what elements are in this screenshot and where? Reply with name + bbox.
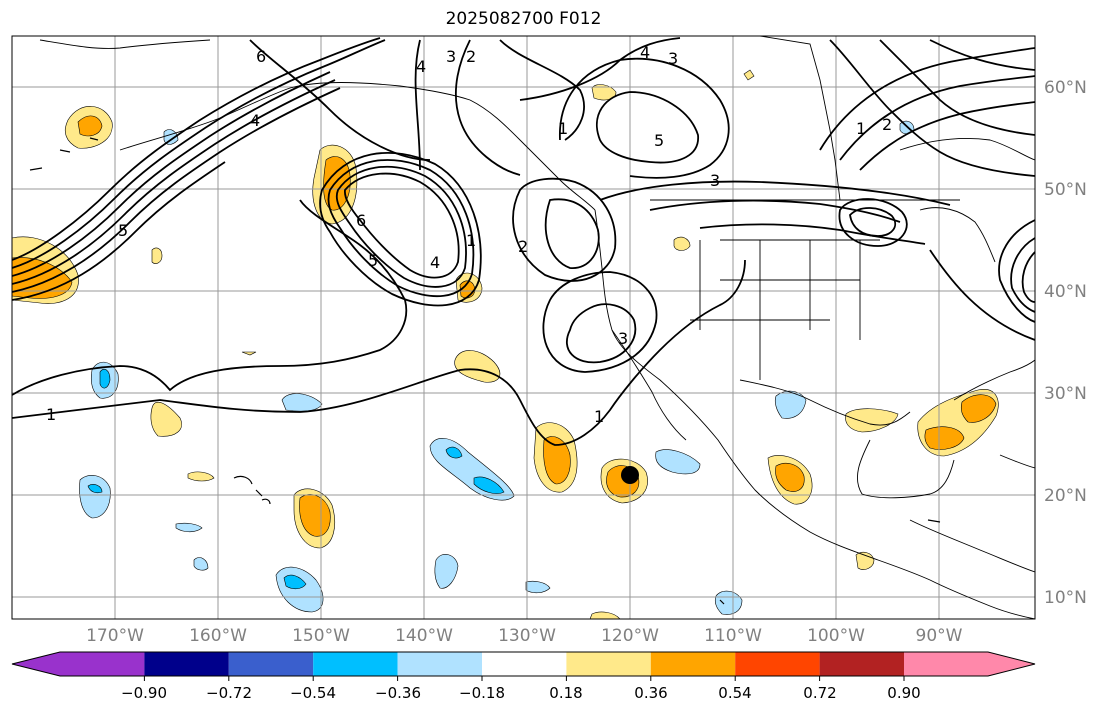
colorbar-extend-low [12,652,60,676]
colorbar-bin [904,652,989,676]
lon-label: 90°W [915,626,963,646]
negative-anomaly-areas [79,120,915,615]
lon-label: 150°W [292,626,350,646]
lon-label: 120°W [601,626,659,646]
colorbar-tick-label: 0.90 [887,684,921,702]
colorbar-tick-label: 0.18 [549,684,583,702]
lon-label: 110°W [704,626,762,646]
contour-label: 1 [46,405,56,424]
colorbar-tick-label: −0.36 [375,684,421,702]
contour-label: 1 [466,231,476,250]
colorbar-bin [313,652,398,676]
lon-label: 100°W [807,626,865,646]
colorbar-bin [482,652,567,676]
colorbar-tick-label: −0.72 [206,684,252,702]
contour-label: 4 [640,43,650,62]
colorbar-bin [397,652,482,676]
contour-label: 6 [356,211,366,230]
colorbar-bin [735,652,820,676]
lat-label: 10°N [1044,588,1087,608]
storm-position-marker [621,466,639,484]
contour-label: 3 [446,47,456,66]
map-title: 2025082700 F012 [445,9,602,29]
coastlines [39,36,1035,619]
lon-label: 140°W [395,626,453,646]
colorbar-bin [566,652,651,676]
contour-lines [12,37,1035,446]
graticule [12,36,1035,619]
contour-label: 1 [856,119,866,138]
lon-label: 160°W [189,626,247,646]
contour-label: 4 [250,111,260,130]
contour-label: 3 [618,329,628,348]
lat-label: 60°N [1044,78,1087,98]
lon-label: 170°W [86,626,144,646]
colorbar-tick-label: 0.54 [718,684,752,702]
colorbar-tick-label: −0.54 [290,684,336,702]
lat-label: 30°N [1044,384,1087,404]
contour-label: 5 [654,131,664,150]
contour-label: 4 [430,253,440,272]
colorbar-bin [819,652,904,676]
contour-label: 5 [118,221,128,240]
colorbar [11,651,1036,681]
contour-label: 1 [594,407,604,426]
contour-label: 6 [256,47,266,66]
colorbar-extend-high [988,652,1035,676]
contour-label: 3 [710,171,720,190]
colorbar-tick-label: 0.36 [634,684,668,702]
map-frame [11,35,1036,620]
contour-label: 4 [416,57,426,76]
colorbar-bin [60,652,145,676]
colorbar-bin [650,652,736,676]
contour-label-text: 1 1 1 1 1 2 2 2 3 3 3 3 4 4 4 4 5 5 5 6 … [46,43,892,426]
colorbar-tick-label: 0.72 [803,684,837,702]
colorbar-tick-label: −0.90 [121,684,167,702]
contour-label: 2 [518,237,528,256]
lat-label: 20°N [1044,486,1087,506]
lat-label: 40°N [1044,282,1087,302]
lon-label: 130°W [498,626,556,646]
contour-label: 5 [368,251,378,270]
contour-label: 2 [466,47,476,66]
colorbar-tick-label: −0.18 [459,684,505,702]
lat-label: 50°N [1044,180,1087,200]
contour-label: 1 [558,119,568,138]
colorbar-bin [228,652,314,676]
contour-label: 2 [882,115,892,134]
colorbar-bin [144,652,229,676]
islands [29,137,941,605]
colorbar-outline [11,651,1036,677]
contour-label: 3 [668,49,678,68]
